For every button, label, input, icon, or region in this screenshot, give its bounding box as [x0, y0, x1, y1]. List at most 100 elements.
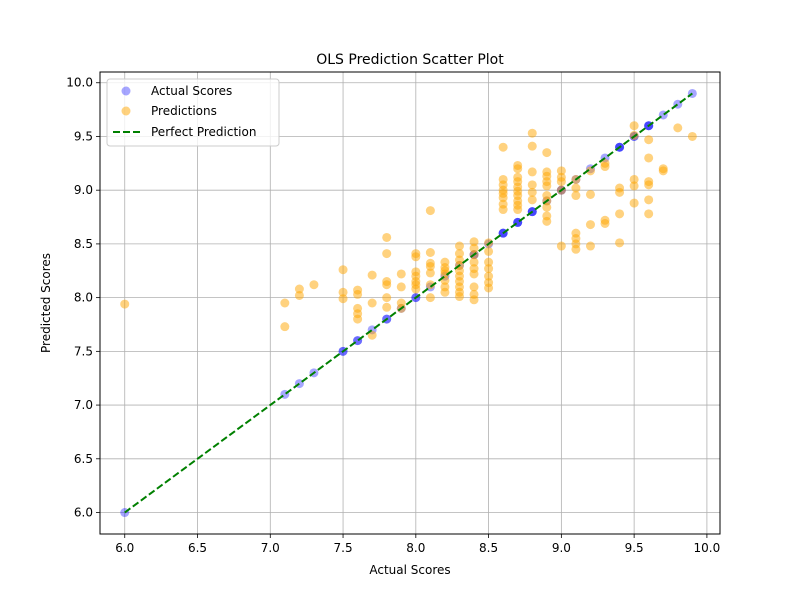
prediction-point — [615, 209, 625, 219]
legend: Actual Scores Predictions Perfect Predic… — [106, 78, 280, 147]
prediction-point — [338, 287, 348, 297]
prediction-point — [498, 142, 508, 152]
prediction-point — [280, 322, 290, 332]
prediction-point — [644, 180, 654, 190]
y-tick-label: 8.0 — [74, 291, 93, 305]
prediction-point — [542, 181, 552, 191]
prediction-point — [498, 205, 508, 215]
prediction-point — [454, 292, 464, 302]
prediction-point — [338, 265, 348, 275]
x-tick-label: 9.5 — [625, 541, 644, 555]
prediction-point — [440, 269, 450, 279]
prediction-point — [396, 269, 406, 279]
prediction-point — [469, 269, 479, 279]
prediction-point — [585, 166, 595, 176]
prediction-point — [644, 153, 654, 163]
prediction-point — [542, 216, 552, 226]
prediction-point — [600, 162, 610, 172]
prediction-point — [673, 123, 683, 133]
prediction-point — [280, 298, 290, 308]
y-tick-label: 6.0 — [74, 506, 93, 520]
prediction-point — [484, 283, 494, 293]
prediction-point — [527, 187, 537, 197]
prediction-point — [469, 237, 479, 247]
prediction-point — [484, 246, 494, 256]
x-axis-title: Actual Scores — [369, 563, 450, 577]
x-tick-label: 7.0 — [261, 541, 280, 555]
x-axis-ticks: 6.0 6.5 7.0 7.5 8.0 8.5 9.0 9.5 10.0 — [115, 534, 720, 555]
plot-frame — [99, 71, 721, 535]
prediction-point — [585, 220, 595, 230]
y-tick-label: 9.0 — [74, 183, 93, 197]
prediction-point — [556, 241, 566, 251]
prediction-point — [585, 189, 595, 199]
prediction-point — [309, 280, 319, 290]
legend-predictions-marker — [121, 106, 131, 116]
prediction-point — [367, 270, 377, 280]
prediction-point — [469, 295, 479, 305]
prediction-point — [120, 299, 130, 309]
prediction-point — [382, 293, 392, 303]
prediction-point — [353, 289, 363, 299]
prediction-point — [629, 174, 639, 184]
prediction-point — [542, 202, 552, 212]
prediction-point — [367, 298, 377, 308]
y-tick-label: 7.5 — [74, 344, 93, 358]
prediction-point — [425, 261, 435, 271]
legend-actual-label: Actual Scores — [151, 84, 232, 98]
prediction-point — [527, 195, 537, 205]
prediction-point — [629, 121, 639, 131]
prediction-point — [425, 248, 435, 258]
prediction-point — [382, 249, 392, 259]
prediction-point — [644, 209, 654, 219]
prediction-point — [425, 293, 435, 303]
prediction-point — [527, 128, 537, 138]
prediction-points — [120, 121, 697, 340]
prediction-point — [585, 241, 595, 251]
prediction-point — [556, 177, 566, 187]
prediction-point — [469, 257, 479, 267]
prediction-point — [615, 187, 625, 197]
prediction-point — [367, 330, 377, 340]
prediction-point — [658, 164, 668, 174]
prediction-point — [527, 180, 537, 190]
x-tick-label: 8.0 — [406, 541, 425, 555]
prediction-point — [469, 243, 479, 253]
prediction-point — [542, 148, 552, 158]
prediction-point — [571, 244, 581, 254]
prediction-point — [294, 284, 304, 294]
prediction-point — [615, 238, 625, 248]
prediction-point — [644, 135, 654, 145]
prediction-point — [382, 232, 392, 242]
prediction-point — [411, 252, 421, 262]
prediction-point — [382, 302, 392, 312]
prediction-point — [571, 191, 581, 201]
y-tick-label: 7.0 — [74, 398, 93, 412]
prediction-point — [629, 198, 639, 208]
prediction-point — [571, 183, 581, 193]
prediction-point — [454, 249, 464, 259]
y-tick-label: 9.5 — [74, 129, 93, 143]
prediction-point — [469, 282, 479, 292]
prediction-point — [425, 206, 435, 216]
x-tick-label: 10.0 — [694, 541, 721, 555]
prediction-point — [513, 205, 523, 215]
legend-box — [106, 78, 280, 147]
perfect-prediction-line — [124, 92, 693, 514]
y-tick-label: 8.5 — [74, 237, 93, 251]
prediction-point — [425, 268, 435, 278]
prediction-point — [527, 167, 537, 177]
y-tick-label: 10.0 — [66, 76, 93, 90]
prediction-point — [527, 141, 537, 151]
x-tick-label: 9.0 — [552, 541, 571, 555]
prediction-point — [644, 195, 654, 205]
prediction-point — [687, 131, 697, 141]
legend-actual-marker — [121, 86, 131, 96]
prediction-point — [294, 290, 304, 300]
prediction-point — [556, 166, 566, 176]
legend-perfect-label: Perfect Prediction — [151, 125, 256, 139]
perfect-prediction-line-group — [124, 92, 693, 514]
x-tick-label: 8.5 — [479, 541, 498, 555]
prediction-point — [484, 271, 494, 281]
prediction-point — [513, 164, 523, 174]
